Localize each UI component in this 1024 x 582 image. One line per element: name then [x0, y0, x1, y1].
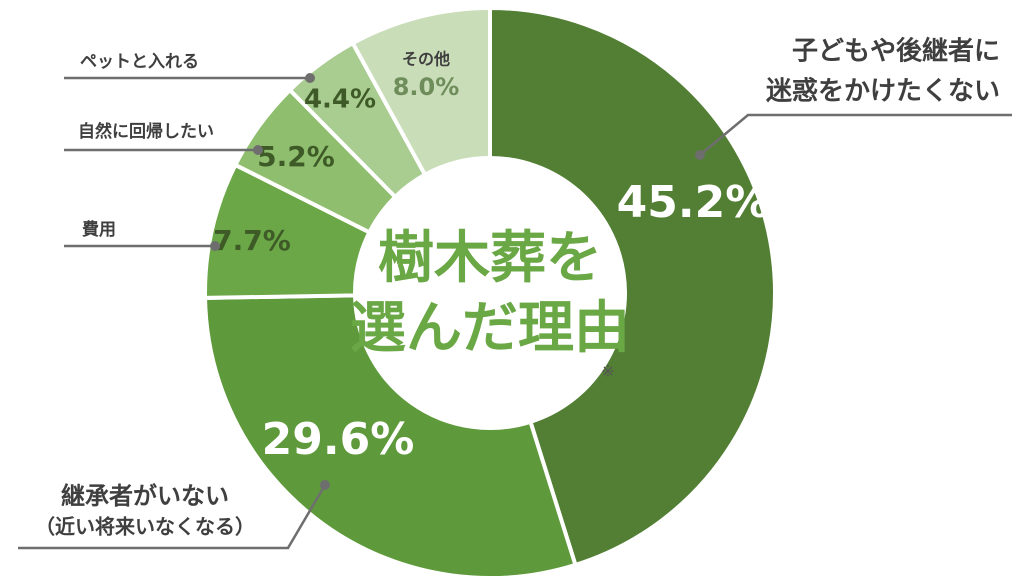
category-label: 迷惑をかけたくない: [766, 77, 1000, 107]
category-label: （近い将来いなくなる）: [35, 515, 255, 539]
leader-line: [699, 113, 1012, 156]
donut-slice: [203, 293, 578, 580]
leader-dot: [320, 480, 330, 490]
category-label: 費用: [82, 219, 116, 240]
category-label: 自然に回帰したい: [78, 121, 214, 142]
value-label: 5.2%: [257, 140, 335, 173]
category-label: その他: [402, 50, 450, 69]
leader-dot: [210, 241, 220, 251]
value-label: 8.0%: [393, 73, 460, 101]
leader-dot: [305, 73, 315, 83]
slices: [203, 5, 777, 580]
note: ※: [601, 362, 614, 381]
value-label: 4.4%: [304, 85, 376, 115]
value-label: 7.7%: [213, 224, 291, 257]
chart-title: 樹木葬を: [378, 226, 602, 291]
value-label: 45.2%: [617, 177, 770, 228]
leader-line: [18, 484, 327, 550]
value-label: 29.6%: [262, 414, 415, 465]
category-label: 継承者がいない: [61, 482, 229, 510]
leader-dot: [253, 145, 263, 155]
category-label: 子どもや後継者に: [792, 36, 1000, 67]
chart-title: 選んだ理由: [350, 296, 630, 361]
donut-slice: [350, 5, 492, 178]
donut-slice: [488, 5, 777, 568]
leader-dot: [695, 150, 705, 160]
category-label: ペットと入れる: [80, 52, 199, 72]
